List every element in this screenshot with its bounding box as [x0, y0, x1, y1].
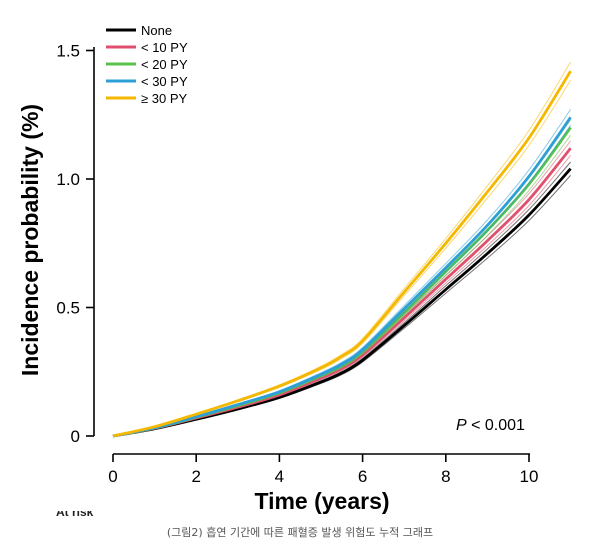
- legend-label: < 30 PY: [141, 74, 188, 89]
- p-value-annotation: P < 0.001: [456, 417, 525, 434]
- x-tick-label: 8: [441, 467, 450, 486]
- y-axis-label: Incidence probability (%): [17, 104, 43, 376]
- confidence-band-line: [112, 61, 572, 437]
- at-risk-label-cutoff: At risk: [56, 511, 102, 519]
- series-line: [112, 70, 572, 438]
- confidence-band-line: [112, 109, 572, 437]
- series-line: [112, 147, 572, 438]
- series-1: [112, 140, 572, 438]
- y-tick-label: 0: [71, 427, 80, 446]
- series-3: [112, 109, 572, 438]
- figure-caption: (그림2) 흡연 기간에 따른 패혈증 발생 위험도 누적 그래프: [166, 526, 434, 539]
- legend-label: ≥ 30 PY: [141, 91, 187, 106]
- x-axis-label: Time (years): [254, 488, 389, 514]
- confidence-band-line: [112, 140, 571, 437]
- y-tick-label: 1.5: [56, 42, 80, 61]
- p-value-text: < 0.001: [467, 417, 525, 434]
- chart: None < 10 PY < 20 PY < 30 PY ≥ 30 PY 0 0.5 1.0…: [17, 23, 572, 514]
- y-ticks: 0 0.5 1.0 1.5: [56, 42, 94, 446]
- y-tick-label: 1.0: [56, 170, 80, 189]
- x-tick-label: 10: [520, 467, 539, 486]
- legend-label: < 20 PY: [141, 57, 188, 72]
- p-value-symbol: P: [456, 417, 467, 434]
- x-ticks: 0 2 4 6 8 10: [108, 454, 538, 486]
- confidence-band-line: [112, 79, 572, 437]
- legend-label: None: [141, 23, 172, 38]
- series-4: [112, 61, 572, 438]
- legend-label: < 10 PY: [141, 40, 188, 55]
- confidence-band-line: [112, 155, 571, 437]
- x-tick-label: 4: [275, 467, 284, 486]
- x-tick-label: 6: [358, 467, 367, 486]
- curves: [112, 61, 572, 438]
- axes: 0 0.5 1.0 1.5 0 2 4 6 8 10: [56, 42, 538, 487]
- series-line: [112, 116, 572, 438]
- x-tick-label: 2: [191, 467, 200, 486]
- at-risk-label: At risk: [56, 511, 94, 519]
- y-tick-label: 0.5: [56, 299, 80, 318]
- legend: None < 10 PY < 20 PY < 30 PY ≥ 30 PY: [106, 23, 188, 106]
- x-tick-label: 0: [108, 467, 117, 486]
